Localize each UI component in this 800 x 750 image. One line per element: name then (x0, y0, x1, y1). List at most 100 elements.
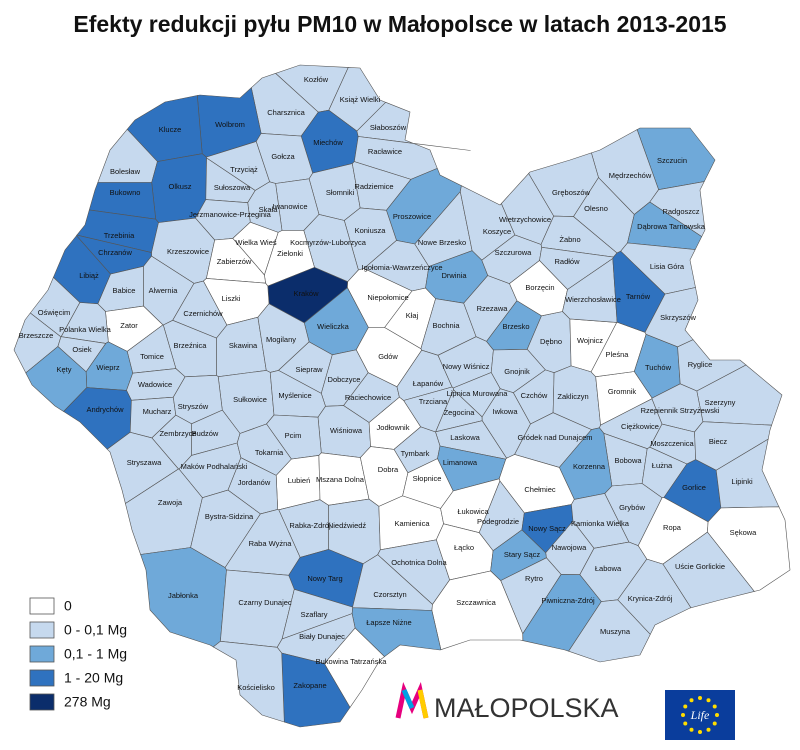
region-label: Słomniki (326, 188, 355, 197)
region-label: Polanka Wielka (59, 325, 112, 334)
logo-text: MAŁOPOLSKA (434, 693, 619, 723)
region-label: Wietrzychowice (499, 215, 551, 224)
region-label: Zielonki (277, 249, 303, 258)
region-label: Igołomia-Wawrzeńczyce (362, 263, 443, 272)
eu-star (706, 727, 711, 732)
region-label: Grybów (619, 503, 645, 512)
region-label: Wieliczka (317, 322, 349, 331)
region-label: Osiek (72, 345, 91, 354)
malopolska-logo: MAŁOPOLSKA (395, 681, 619, 723)
region-label: Uście Gorlickie (675, 562, 725, 571)
region-label: Dobczyce (328, 375, 361, 384)
region-label: Rzezawa (477, 304, 509, 313)
region-label: Krzeszowice (167, 247, 209, 256)
region-label: Moszczenica (650, 439, 694, 448)
region-label: Sułoszowa (214, 183, 251, 192)
region-label: Rzepiennik Strzyżewski (641, 406, 720, 415)
region (431, 570, 524, 651)
region-label: Nawojowa (552, 543, 587, 552)
region-label: Ochotnica Dolna (391, 558, 447, 567)
eu-life-logo: Life (665, 690, 735, 740)
region (612, 250, 666, 333)
region-label: Brzeźnica (174, 341, 208, 350)
region-label: Mędrzechów (609, 171, 652, 180)
region-label: Stary Sącz (504, 550, 541, 559)
region (106, 431, 179, 504)
region-label: Rabka-Zdrój (289, 521, 331, 530)
region-label: Nowy Wiśnicz (443, 362, 490, 371)
region-label: Gródek nad Dunajcem (517, 433, 592, 442)
region-label: Dobra (378, 465, 399, 474)
region-label: Gorlice (682, 483, 706, 492)
region-label: Nowy Targ (307, 574, 342, 583)
region-label: Lipinki (731, 477, 753, 486)
region-label: Łużna (652, 461, 673, 470)
region-label: Wolbrom (215, 120, 245, 129)
legend-swatch (29, 645, 55, 663)
region-label: Kościelisko (237, 683, 275, 692)
legend-label: 278 Mg (64, 694, 111, 710)
region-label: Muszyna (600, 627, 631, 636)
region (644, 287, 699, 348)
region-label: Trzyciąż (230, 165, 258, 174)
region-label: Mucharz (143, 407, 172, 416)
region-label: Podegrodzie (477, 517, 519, 526)
region-label: Gręboszów (552, 188, 591, 197)
region-label: Kraków (293, 289, 319, 298)
region-label: Bolesław (110, 167, 141, 176)
eu-star (698, 730, 702, 734)
region-label: Racławice (368, 147, 402, 156)
eu-star (715, 713, 719, 717)
region (356, 101, 471, 151)
region-label: Oświęcim (38, 308, 71, 317)
region-label: Alwernia (149, 286, 179, 295)
region-label: Raba Wyżna (249, 539, 293, 548)
region-label: Gołcza (271, 152, 295, 161)
region-label: Zator (120, 321, 138, 330)
region-label: Tokarnia (255, 448, 284, 457)
region (568, 599, 651, 663)
region-label: Biecz (709, 437, 728, 446)
region-label: Jabłonka (168, 591, 199, 600)
region-label: Olesno (584, 204, 608, 213)
region-label: Kozłów (304, 75, 329, 84)
region-label: Niepołomice (367, 293, 408, 302)
region-label: Sękowa (730, 528, 758, 537)
region-label: Korzenna (573, 462, 606, 471)
eu-star (712, 704, 717, 709)
region-label: Tarnów (626, 292, 651, 301)
region-label: Proszowice (393, 212, 431, 221)
region (627, 201, 703, 250)
eu-star (689, 698, 694, 703)
region-label: Klucze (159, 125, 182, 134)
region-label: Gdów (378, 352, 398, 361)
logo-mark (417, 689, 429, 719)
region-label: Zembrzyce (159, 429, 196, 438)
region-label: Wierzchosławice (565, 295, 621, 304)
region-label: Liszki (222, 294, 241, 303)
region-label: Zakliczyn (557, 392, 588, 401)
eu-star (683, 721, 688, 726)
region-label: Maków Podhalański (181, 462, 248, 471)
region-label: Libiąż (79, 271, 99, 280)
region-label: Brzesko (502, 322, 529, 331)
legend-swatch (29, 597, 55, 615)
region-label: Kęty (56, 365, 71, 374)
region-label: Bochnia (432, 321, 460, 330)
region-label: Miechów (313, 138, 343, 147)
region-label: Babice (113, 286, 136, 295)
region-label: Drwinia (441, 271, 467, 280)
region-label: Charsznica (267, 108, 305, 117)
region-label: Brzeszcze (19, 331, 54, 340)
region-label: Skrzyszów (660, 313, 696, 322)
region-label: Tomice (140, 352, 164, 361)
region-label: Wielka Wieś (235, 238, 277, 247)
region-label: Żegocina (444, 408, 476, 417)
region-label: Chrzanów (98, 248, 132, 257)
region-label: Książ Wielki (340, 95, 381, 104)
region-label: Zakopane (293, 681, 326, 690)
region-label: Nowy Sącz (528, 524, 566, 533)
region-label: Bystra-Sidzina (205, 512, 254, 521)
legend-label: 0 (64, 598, 72, 614)
region-label: Bukowina Tatrzańska (316, 657, 388, 666)
